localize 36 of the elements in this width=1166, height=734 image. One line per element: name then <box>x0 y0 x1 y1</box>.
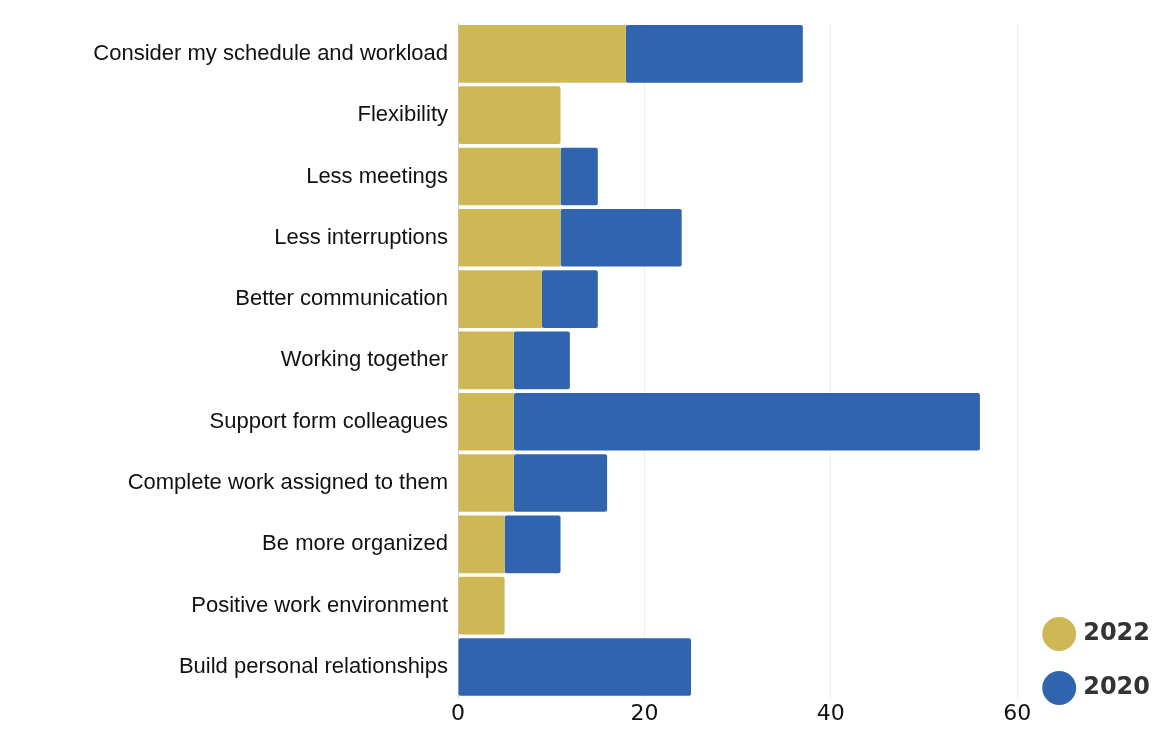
y-tick-label: Working together <box>280 346 448 372</box>
bar <box>458 147 561 206</box>
bar <box>625 25 803 83</box>
y-tick-label: Less meetings <box>306 162 448 188</box>
bar <box>458 25 626 83</box>
bar <box>560 147 598 206</box>
bar <box>458 515 505 574</box>
x-tick-label: 0 <box>451 699 465 725</box>
legend-label: 2022 <box>1083 618 1150 647</box>
y-tick-label: Flexibility <box>357 101 448 127</box>
y-tick-label: Be more organized <box>262 530 448 556</box>
bar <box>458 392 514 451</box>
bar <box>504 515 561 574</box>
x-tick-label: 20 <box>630 699 659 725</box>
y-tick-label: Consider my schedule and workload <box>93 39 448 65</box>
bar <box>458 454 514 512</box>
bar <box>513 331 570 390</box>
bar <box>458 576 505 635</box>
bar <box>458 331 514 390</box>
y-tick-label: Complete work assigned to them <box>127 469 448 495</box>
bar <box>513 454 608 512</box>
bar <box>458 270 542 328</box>
bar <box>458 208 561 267</box>
y-tick-label: Support form colleagues <box>209 407 448 433</box>
x-tick-label: 60 <box>1003 699 1032 725</box>
y-tick-label: Less interruptions <box>274 223 448 249</box>
bar <box>513 392 980 451</box>
bar <box>458 638 691 696</box>
legend-label: 2020 <box>1083 672 1150 701</box>
x-tick-label: 40 <box>816 699 845 725</box>
y-tick-label: Build personal relationships <box>178 653 448 679</box>
bar <box>560 208 682 267</box>
bar <box>541 270 598 328</box>
y-tick-label: Positive work environment <box>191 591 448 617</box>
y-tick-label: Better communication <box>235 285 448 311</box>
bar <box>458 86 561 144</box>
